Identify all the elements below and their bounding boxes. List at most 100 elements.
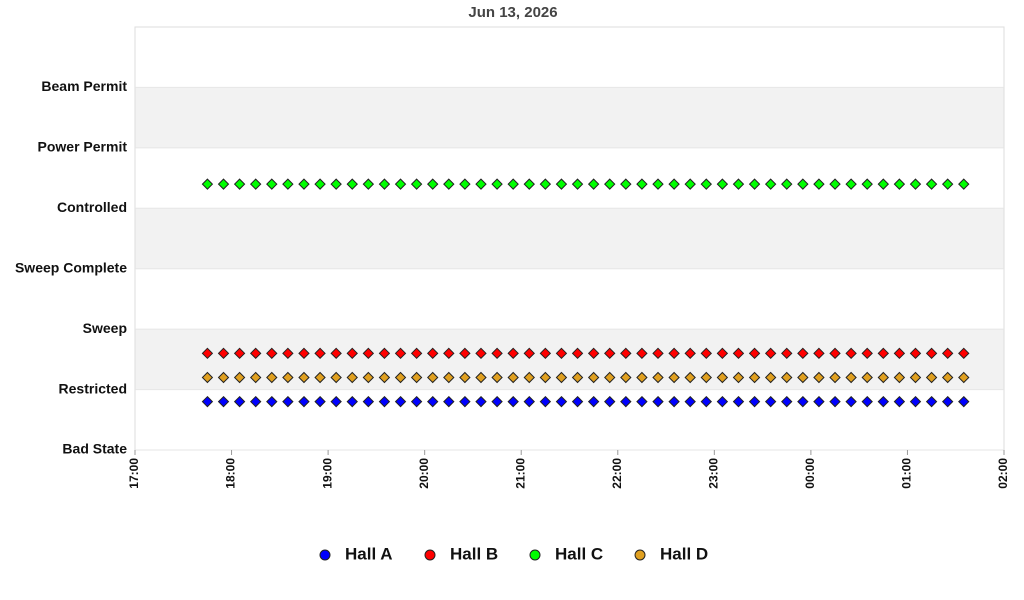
point	[732, 371, 745, 384]
point	[668, 371, 680, 384]
point	[201, 371, 214, 384]
point	[427, 347, 439, 360]
point	[813, 371, 825, 384]
point	[378, 347, 391, 360]
point	[298, 347, 310, 360]
point	[620, 371, 632, 384]
point	[378, 371, 391, 384]
point	[571, 371, 584, 384]
point	[201, 178, 214, 190]
point	[861, 371, 873, 384]
point	[282, 395, 294, 408]
point	[636, 178, 648, 190]
point	[555, 371, 568, 384]
point	[475, 371, 487, 384]
point	[427, 371, 439, 384]
point	[217, 178, 230, 190]
point	[781, 347, 793, 360]
point	[298, 178, 310, 190]
point	[507, 178, 519, 190]
point	[314, 347, 326, 360]
point	[555, 347, 568, 360]
point	[266, 347, 278, 360]
point	[523, 371, 535, 384]
band	[135, 329, 1004, 390]
point	[941, 371, 954, 384]
point	[813, 178, 825, 190]
point	[523, 178, 535, 190]
point	[764, 395, 777, 408]
y-tick-label: Restricted	[59, 380, 127, 396]
point	[732, 395, 745, 408]
point	[394, 347, 407, 360]
point	[877, 371, 890, 384]
point	[668, 347, 680, 360]
point	[958, 347, 970, 360]
point	[877, 347, 890, 360]
point	[298, 371, 310, 384]
legend-label: Hall A	[345, 544, 393, 563]
point	[539, 178, 552, 190]
point	[893, 371, 906, 384]
point	[700, 178, 712, 190]
point	[282, 178, 294, 190]
point	[700, 371, 712, 384]
point	[652, 395, 664, 408]
point	[394, 371, 407, 384]
point	[893, 178, 906, 190]
point	[282, 371, 294, 384]
point	[861, 178, 873, 190]
point	[362, 395, 375, 408]
point	[330, 395, 342, 408]
point	[459, 395, 471, 408]
legend-marker	[424, 549, 436, 561]
point	[233, 371, 246, 384]
point	[459, 178, 471, 190]
point	[925, 395, 938, 408]
point	[604, 178, 616, 190]
point	[636, 371, 648, 384]
point	[748, 347, 761, 360]
x-tick-label: 01:00	[900, 458, 914, 489]
point	[604, 395, 616, 408]
point	[587, 395, 600, 408]
point	[330, 178, 342, 190]
point	[523, 347, 535, 360]
point	[829, 178, 841, 190]
x-tick-label: 19:00	[320, 458, 334, 489]
point	[652, 178, 664, 190]
point	[668, 395, 680, 408]
point	[217, 347, 230, 360]
point	[958, 395, 970, 408]
point	[475, 178, 487, 190]
point	[893, 347, 906, 360]
point	[346, 178, 358, 190]
point	[330, 371, 342, 384]
point	[555, 178, 568, 190]
point	[410, 395, 423, 408]
point	[845, 347, 857, 360]
point	[266, 178, 278, 190]
point	[797, 347, 809, 360]
point	[491, 347, 503, 360]
point	[652, 347, 664, 360]
point	[427, 178, 439, 190]
point	[507, 347, 519, 360]
point	[716, 371, 729, 384]
point	[684, 395, 696, 408]
legend-label: Hall D	[660, 544, 708, 563]
point	[314, 371, 326, 384]
point	[813, 347, 825, 360]
point	[781, 178, 793, 190]
legend-marker	[319, 549, 331, 561]
point	[652, 371, 664, 384]
point	[587, 178, 600, 190]
point	[378, 178, 391, 190]
point	[684, 178, 696, 190]
point	[748, 395, 761, 408]
point	[829, 347, 841, 360]
point	[475, 395, 487, 408]
point	[233, 178, 246, 190]
point	[314, 395, 326, 408]
point	[909, 371, 922, 384]
